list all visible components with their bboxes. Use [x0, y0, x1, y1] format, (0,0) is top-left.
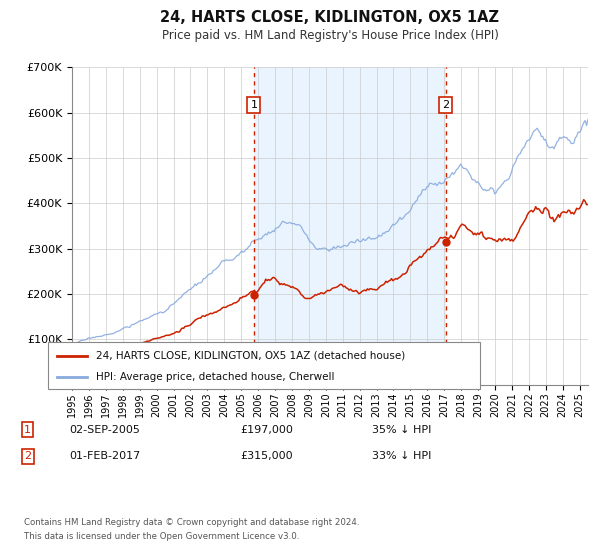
- Bar: [254, 67, 446, 385]
- Text: 24, HARTS CLOSE, KIDLINGTON, OX5 1AZ: 24, HARTS CLOSE, KIDLINGTON, OX5 1AZ: [161, 10, 499, 25]
- Text: 1: 1: [24, 424, 31, 435]
- FancyBboxPatch shape: [48, 342, 480, 389]
- Text: 02-SEP-2005: 02-SEP-2005: [69, 424, 140, 435]
- Text: 01-FEB-2017: 01-FEB-2017: [69, 451, 140, 461]
- Text: This data is licensed under the Open Government Licence v3.0.: This data is licensed under the Open Gov…: [24, 532, 299, 541]
- Text: 24, HARTS CLOSE, KIDLINGTON, OX5 1AZ (detached house): 24, HARTS CLOSE, KIDLINGTON, OX5 1AZ (de…: [95, 351, 405, 361]
- Text: HPI: Average price, detached house, Cherwell: HPI: Average price, detached house, Cher…: [95, 372, 334, 382]
- Text: 2: 2: [442, 100, 449, 110]
- Text: 35% ↓ HPI: 35% ↓ HPI: [372, 424, 431, 435]
- Text: £315,000: £315,000: [240, 451, 293, 461]
- Text: £197,000: £197,000: [240, 424, 293, 435]
- Text: 33% ↓ HPI: 33% ↓ HPI: [372, 451, 431, 461]
- Text: 1: 1: [250, 100, 257, 110]
- Text: 2: 2: [24, 451, 31, 461]
- Text: Contains HM Land Registry data © Crown copyright and database right 2024.: Contains HM Land Registry data © Crown c…: [24, 519, 359, 528]
- Text: Price paid vs. HM Land Registry's House Price Index (HPI): Price paid vs. HM Land Registry's House …: [161, 29, 499, 42]
